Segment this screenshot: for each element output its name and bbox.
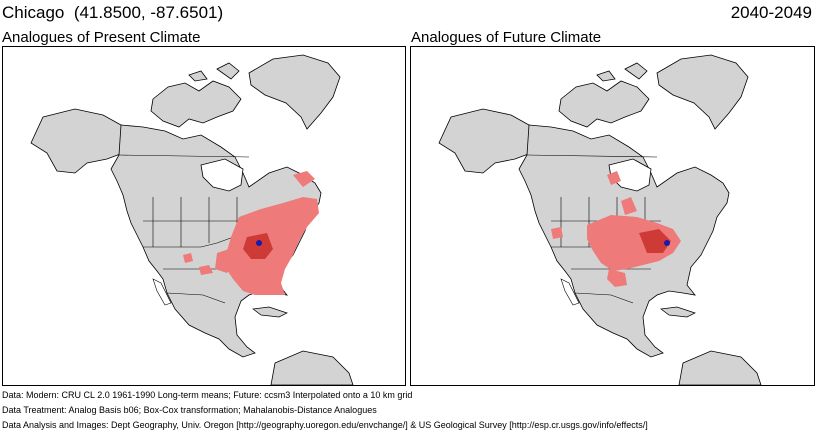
footer-data-treatment: Data Treatment: Analog Basis b06; Box-Co…	[2, 405, 377, 415]
location-title: Chicago (41.8500, -87.6501)	[2, 3, 224, 22]
cuba	[252, 306, 288, 318]
chicago-location-marker	[664, 240, 670, 246]
period-label: 2040-2049	[730, 3, 812, 22]
greenland	[656, 54, 749, 130]
cuba	[660, 306, 696, 318]
arctic-islands	[558, 80, 650, 128]
alaska	[30, 108, 124, 174]
footer-credits: Data Analysis and Images: Dept Geography…	[2, 420, 648, 430]
greenland	[248, 54, 341, 130]
present-analogue-region	[183, 171, 319, 295]
alaska	[438, 108, 532, 174]
present-climate-map	[2, 46, 406, 386]
future-climate-map	[410, 46, 815, 386]
chicago-location-marker	[256, 240, 262, 246]
south-america	[678, 350, 762, 385]
south-america	[270, 350, 354, 385]
footer-data-source: Data: Modern: CRU CL 2.0 1961-1990 Long-…	[2, 390, 413, 400]
present-map-title: Analogues of Present Climate	[2, 29, 201, 46]
future-map-title: Analogues of Future Climate	[411, 29, 602, 46]
future-analogue-region	[551, 171, 681, 287]
hudson-bay	[200, 158, 244, 192]
arctic-islands	[150, 80, 242, 128]
